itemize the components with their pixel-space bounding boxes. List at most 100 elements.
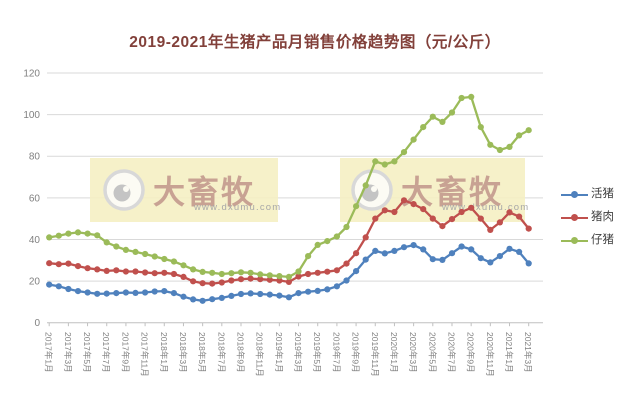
series-point-marker bbox=[506, 209, 513, 216]
legend-line-dot-marker bbox=[561, 236, 588, 245]
series-point-marker bbox=[190, 278, 197, 285]
x-axis-tick-label: 2020年9月 bbox=[466, 332, 476, 373]
series-point-marker bbox=[410, 201, 417, 208]
series-point-marker bbox=[410, 242, 417, 249]
series-point-marker bbox=[343, 260, 350, 267]
series-point-marker bbox=[439, 256, 446, 263]
series-point-marker bbox=[285, 278, 292, 285]
series-point-marker bbox=[429, 215, 436, 222]
series-point-marker bbox=[113, 267, 120, 274]
series-point-marker bbox=[429, 256, 436, 263]
x-axis-tick-label: 2018年7月 bbox=[216, 332, 226, 373]
series-point-marker bbox=[103, 239, 110, 246]
series-point-marker bbox=[209, 280, 216, 287]
x-axis-tick-label: 2021年1月 bbox=[504, 332, 514, 373]
x-axis-tick-label: 2017年7月 bbox=[101, 332, 111, 373]
series-point-marker bbox=[218, 279, 225, 286]
watermark-brand-text: 大畜牧 bbox=[153, 174, 255, 210]
x-axis-tick-label: 2020年11月 bbox=[485, 332, 495, 377]
series-point-marker bbox=[324, 238, 331, 245]
series-point-marker bbox=[391, 247, 398, 254]
watermark-url-text: www.dxumu.com bbox=[441, 202, 529, 213]
series-point-marker bbox=[151, 253, 158, 260]
series-point-marker bbox=[496, 253, 503, 260]
series-point-marker bbox=[132, 268, 139, 275]
series-point-marker bbox=[458, 94, 465, 102]
y-axis-tick-label: 80 bbox=[29, 152, 41, 163]
series-point-marker bbox=[420, 246, 427, 253]
series-point-marker bbox=[151, 288, 158, 295]
gridlines: 0 20 40 60 80 100 120 bbox=[23, 68, 543, 329]
series-point-marker bbox=[381, 250, 388, 257]
series-point-marker bbox=[285, 294, 292, 301]
series-point-marker bbox=[525, 225, 532, 232]
series-point-marker bbox=[65, 285, 72, 293]
series-point-marker bbox=[103, 267, 110, 274]
series-point-marker bbox=[372, 215, 379, 222]
series-point-marker bbox=[237, 276, 245, 283]
series-point-marker bbox=[199, 280, 206, 287]
series-point-marker bbox=[55, 261, 62, 268]
series-point-marker bbox=[439, 223, 446, 230]
series-point-marker bbox=[190, 296, 197, 303]
series-point-marker bbox=[487, 259, 494, 266]
x-axis: 2017年1月 2017年3月 2017年5月 2017年7月 2017年9月 2017年… bbox=[44, 322, 533, 377]
series-point-marker bbox=[247, 290, 254, 297]
series-point-marker bbox=[324, 268, 331, 275]
series-point-marker bbox=[237, 269, 245, 276]
chart-title: 2019-2021年生猪产品月销售价格趋势图（元/公斤） bbox=[129, 34, 501, 51]
series-point-marker bbox=[142, 269, 149, 276]
series-point-marker bbox=[65, 230, 72, 237]
series-point-marker bbox=[218, 294, 225, 301]
series-point-marker bbox=[122, 246, 129, 253]
series-point-marker bbox=[324, 286, 331, 293]
series-point-marker bbox=[314, 287, 321, 294]
series-point-marker bbox=[305, 253, 312, 260]
series-point-marker bbox=[132, 248, 139, 255]
series-point-marker bbox=[314, 241, 321, 248]
series-point-marker bbox=[266, 272, 273, 279]
series-point-marker bbox=[400, 197, 408, 204]
series-2-group bbox=[46, 93, 532, 280]
watermark-eye-highlight bbox=[371, 186, 377, 192]
legend-label-live-pig: 活猪 bbox=[591, 187, 614, 200]
series-point-marker bbox=[170, 258, 177, 265]
series-point-marker bbox=[218, 270, 225, 278]
series-point-marker bbox=[122, 289, 129, 296]
series-point-marker bbox=[506, 245, 513, 252]
series-point-marker bbox=[161, 255, 168, 263]
series-point-marker bbox=[55, 283, 62, 290]
series-point-marker bbox=[132, 289, 139, 296]
series-point-marker bbox=[276, 273, 283, 280]
y-axis-tick-label: 60 bbox=[29, 193, 41, 204]
series-point-marker bbox=[65, 260, 72, 267]
x-axis-tick-label: 2017年5月 bbox=[82, 332, 92, 373]
series-point-marker bbox=[448, 216, 456, 223]
series-point-marker bbox=[46, 281, 53, 288]
series-point-marker bbox=[84, 230, 91, 237]
series-point-marker bbox=[55, 232, 62, 239]
series-point-marker bbox=[190, 266, 197, 273]
watermark-url-text: www.dxumu.com bbox=[193, 202, 281, 213]
series-point-marker bbox=[429, 113, 436, 120]
x-axis-tick-label: 2019年3月 bbox=[293, 332, 303, 373]
x-axis-tick-label: 2018年11月 bbox=[255, 332, 265, 377]
series-point-marker bbox=[103, 290, 110, 297]
series-point-marker bbox=[362, 182, 369, 189]
series-point-marker bbox=[353, 203, 360, 210]
x-axis-tick-label: 2019年7月 bbox=[331, 332, 341, 373]
x-axis-tick-label: 2019年11月 bbox=[370, 332, 380, 377]
watermark-brand-text: 大畜牧 bbox=[401, 174, 503, 210]
series-point-marker bbox=[142, 250, 149, 258]
x-axis-tick-label: 2020年3月 bbox=[408, 332, 418, 373]
series-point-marker bbox=[199, 297, 206, 304]
series-point-marker bbox=[266, 291, 273, 298]
series-point-marker bbox=[257, 271, 264, 278]
series-point-marker bbox=[516, 248, 523, 255]
series-point-marker bbox=[506, 143, 513, 150]
series-point-marker bbox=[372, 158, 379, 165]
series-point-marker bbox=[333, 233, 340, 240]
series-point-marker bbox=[381, 207, 388, 214]
